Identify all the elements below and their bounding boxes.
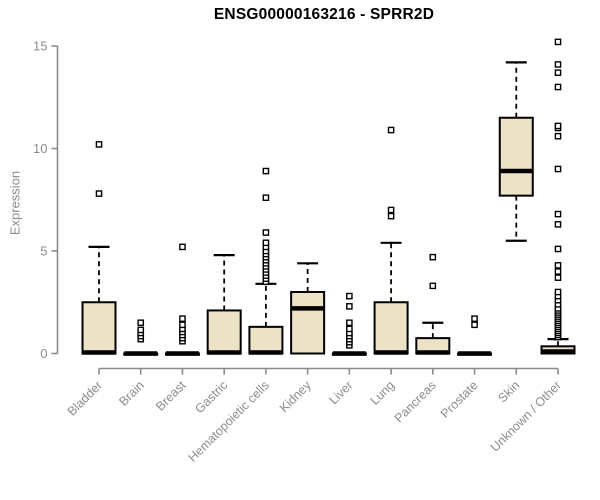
outlier-point <box>95 190 103 197</box>
outlier-point <box>554 288 562 296</box>
x-axis-label: Kidney <box>277 378 314 415</box>
x-axis-label: Gastric <box>192 378 230 416</box>
boxplot-Skin <box>498 61 534 242</box>
outlier-point <box>179 243 186 251</box>
boxplot-Kidney <box>290 262 326 355</box>
outlier-point <box>387 126 395 134</box>
outlier-point <box>429 282 437 290</box>
outlier-point <box>471 321 478 329</box>
outlier-point <box>137 319 145 327</box>
outlier-point <box>554 210 562 218</box>
boxplot-Hematopoietic cells <box>248 167 284 355</box>
outlier-point <box>554 262 562 269</box>
x-axis-label: Brain <box>116 378 147 409</box>
x-axis-label: Bladder <box>65 378 105 418</box>
outlier-point <box>554 221 562 228</box>
x-axis-label: Lung <box>368 378 398 408</box>
outlier-point <box>554 268 562 275</box>
box-iqr <box>248 325 284 355</box>
outlier-point <box>554 165 562 173</box>
chart-title: ENSG00000163216 - SPRR2D <box>213 6 435 23</box>
outlier-point <box>346 292 353 300</box>
outlier-point <box>471 315 478 322</box>
outlier-point <box>262 194 270 202</box>
outlier-point <box>95 141 103 148</box>
boxplot-Gastric <box>206 254 242 355</box>
outlier-point <box>554 245 562 253</box>
outlier-point <box>554 83 562 91</box>
box-iqr <box>290 291 326 355</box>
y-tick-label: 0 <box>40 346 47 361</box>
outlier-point <box>346 319 353 327</box>
boxplot-Bladder <box>81 141 117 355</box>
outlier-point <box>346 303 353 310</box>
outlier-point <box>262 167 270 175</box>
boxplot-Liver <box>331 292 367 356</box>
outlier-point <box>554 274 562 281</box>
x-axis-label: Hematopoietic cells <box>185 378 272 465</box>
y-tick-label: 5 <box>40 244 47 259</box>
outlier-point <box>346 325 353 333</box>
outlier-point <box>554 38 562 46</box>
boxplot-Prostate <box>457 315 493 356</box>
outlier-point <box>554 69 562 76</box>
outlier-point <box>387 206 395 214</box>
box-iqr <box>373 301 409 355</box>
x-axis-label: Liver <box>326 378 355 407</box>
boxplot-Brain <box>123 319 159 356</box>
outlier-point <box>387 212 395 220</box>
outlier-point <box>554 122 562 130</box>
x-axis-label: Unknown / Other <box>488 378 564 454</box>
x-axis-label: Pancreas <box>392 378 439 425</box>
outlier-point <box>554 132 562 140</box>
outlier-point <box>262 229 270 236</box>
outlier-point <box>179 315 186 322</box>
x-axis-label: Skin <box>495 378 522 405</box>
box-iqr <box>206 309 242 355</box>
boxplot-Unknown / Other <box>540 38 576 355</box>
outlier-point <box>262 239 270 247</box>
outlier-point <box>137 326 145 334</box>
box-iqr <box>81 301 117 355</box>
boxplot-Breast <box>164 243 200 356</box>
x-axis-label: Breast <box>153 378 189 414</box>
y-tick-label: 10 <box>33 141 47 156</box>
outlier-point <box>179 321 186 329</box>
box-iqr <box>498 116 534 197</box>
outlier-point <box>429 253 437 261</box>
boxplot-Lung <box>373 126 409 355</box>
boxplot-Pancreas <box>415 253 451 355</box>
y-tick-label: 15 <box>33 39 47 54</box>
x-axis-label: Prostate <box>438 378 481 421</box>
outlier-point <box>554 61 562 68</box>
